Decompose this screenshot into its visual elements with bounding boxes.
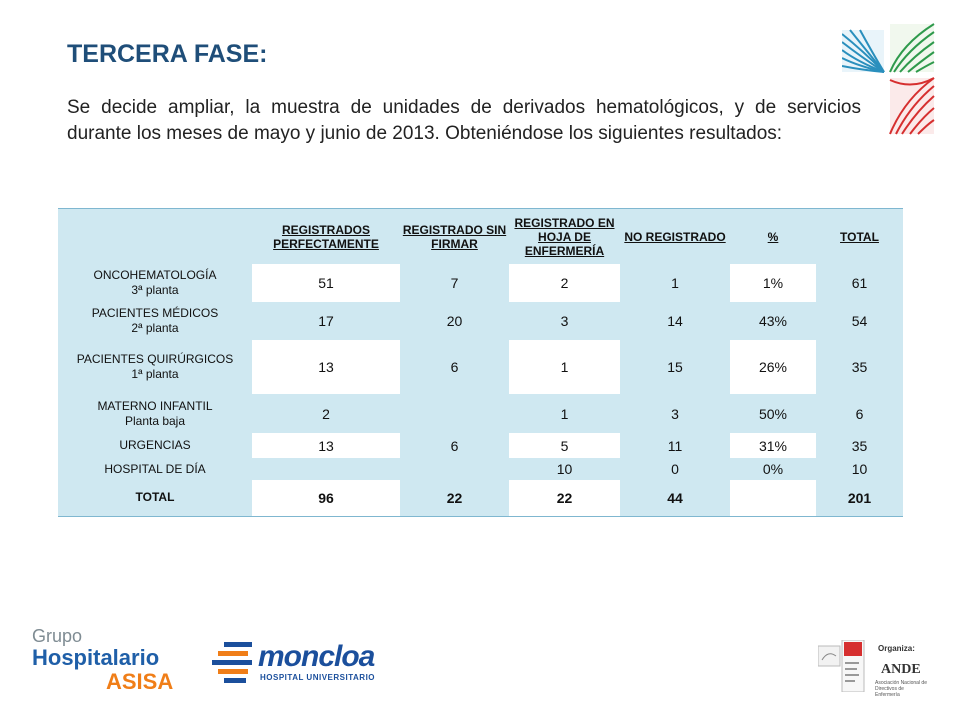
header-no-registrado: NO REGISTRADO — [620, 208, 730, 264]
asisa-line3: ASISA — [106, 669, 174, 694]
row-label-main: URGENCIAS — [119, 438, 191, 452]
total-registrado-sin-firmar: 22 — [400, 480, 509, 517]
row-label-sub: Planta baja — [124, 413, 186, 428]
cell-registrado-hoja-enfermeria: 1 — [509, 340, 620, 394]
asisa-logo: Grupo Hospitalario ASISA — [32, 626, 182, 694]
row-label: URGENCIAS — [58, 433, 252, 458]
table-row: PACIENTES QUIRÚRGICOS 1ª planta 13 6 1 15… — [58, 340, 903, 394]
cell-registrados-perfectamente: 17 — [252, 302, 400, 340]
row-label-sub: 3ª planta — [131, 283, 179, 297]
cell-no-registrado: 1 — [620, 264, 730, 302]
organiza-label: Organiza: — [878, 644, 915, 653]
green-fan-icon — [889, 23, 935, 73]
blue-fan-icon — [842, 29, 885, 73]
total-label: TOTAL — [58, 480, 252, 517]
cell-total: 6 — [816, 394, 903, 433]
total-no-registrado: 44 — [620, 480, 730, 517]
total-registrados-perfectamente: 96 — [252, 480, 400, 517]
cell-registrados-perfectamente — [252, 458, 400, 480]
row-label-main: PACIENTES MÉDICOS — [91, 306, 219, 320]
cell-percent: 50% — [730, 394, 816, 433]
header-registrado-hoja-enfermeria: REGISTRADO EN HOJA DE ENFERMERÍA — [509, 208, 620, 264]
cell-no-registrado: 0 — [620, 458, 730, 480]
cell-percent: 26% — [730, 340, 816, 394]
cell-no-registrado: 3 — [620, 394, 730, 433]
table-header-row: REGISTRADOS PERFECTAMENTE REGISTRADO SIN… — [58, 208, 903, 264]
table-row: PACIENTES MÉDICOS 2ª planta 17 20 3 14 43… — [58, 302, 903, 340]
results-table: REGISTRADOS PERFECTAMENTE REGISTRADO SIN… — [58, 208, 903, 517]
cell-registrado-hoja-enfermeria: 1 — [509, 394, 620, 433]
table-row: MATERNO INFANTIL Planta baja 2 1 3 50% 6 — [58, 394, 903, 433]
cell-percent: 43% — [730, 302, 816, 340]
header-registrado-sin-firmar: REGISTRADO SIN FIRMAR — [400, 208, 509, 264]
cell-registrados-perfectamente: 13 — [252, 433, 400, 458]
cell-registrado-sin-firmar — [400, 458, 509, 480]
ande-subtitle: Asociación Nacional de Directivos de Enf… — [875, 680, 927, 698]
header-registrados-perfectamente: REGISTRADOS PERFECTAMENTE — [252, 208, 400, 264]
slide-title: TERCERA FASE: — [67, 40, 268, 68]
row-label-main: HOSPITAL DE DÍA — [104, 461, 206, 476]
total-registrado-hoja-enfermeria: 22 — [509, 480, 620, 517]
header-total: TOTAL — [816, 208, 903, 264]
table-row: ONCOHEMATOLOGÍA 3ª planta 51 7 2 1 1% 61 — [58, 264, 903, 302]
row-label-main: PACIENTES QUIRÚRGICOS — [76, 352, 234, 366]
cell-registrado-sin-firmar: 7 — [400, 264, 509, 302]
cell-percent: 1% — [730, 264, 816, 302]
cell-registrado-hoja-enfermeria: 3 — [509, 302, 620, 340]
cell-percent: 31% — [730, 433, 816, 458]
sponsor-seals-icon — [818, 640, 865, 692]
organiza-block: Organiza: ANDE Asociación Nacional de Di… — [818, 628, 938, 698]
cell-no-registrado: 15 — [620, 340, 730, 394]
row-label: MATERNO INFANTIL Planta baja — [58, 394, 252, 433]
intro-paragraph: Se decide ampliar, la muestra de unidade… — [67, 97, 861, 144]
row-label: PACIENTES QUIRÚRGICOS 1ª planta — [58, 340, 252, 394]
cell-registrado-sin-firmar: 6 — [400, 433, 509, 458]
cell-registrados-perfectamente: 13 — [252, 340, 400, 394]
row-label-main: ONCOHEMATOLOGÍA — [93, 268, 217, 282]
cell-registrado-sin-firmar — [400, 394, 509, 433]
row-label-sub: 1ª planta — [131, 367, 179, 381]
cell-total: 35 — [816, 340, 903, 394]
cell-registrados-perfectamente: 2 — [252, 394, 400, 433]
cell-registrado-sin-firmar: 20 — [400, 302, 509, 340]
cell-registrado-hoja-enfermeria: 10 — [509, 458, 620, 480]
cell-total: 35 — [816, 433, 903, 458]
cell-total: 61 — [816, 264, 903, 302]
moncloa-subtitle: HOSPITAL UNIVERSITARIO — [260, 673, 376, 682]
cell-no-registrado: 11 — [620, 433, 730, 458]
cell-total: 54 — [816, 302, 903, 340]
ande-logo-text: ANDE — [881, 662, 921, 677]
corner-brand-logo — [842, 23, 935, 135]
cell-no-registrado: 14 — [620, 302, 730, 340]
row-label: HOSPITAL DE DÍA — [58, 458, 252, 480]
cell-registrado-hoja-enfermeria: 2 — [509, 264, 620, 302]
cell-registrados-perfectamente: 51 — [252, 264, 400, 302]
header-percent: % — [730, 208, 816, 264]
asisa-line1: Grupo — [32, 626, 83, 646]
total-grand: 201 — [816, 480, 903, 517]
red-fan-icon — [889, 77, 935, 135]
total-percent — [730, 480, 816, 517]
table-row: URGENCIAS 13 6 5 11 31% 35 — [58, 433, 903, 458]
cell-registrado-hoja-enfermeria: 5 — [509, 433, 620, 458]
asisa-line2: Hospitalario — [32, 645, 160, 670]
row-label-main: MATERNO INFANTIL — [97, 398, 213, 413]
cell-percent: 0% — [730, 458, 816, 480]
row-label: PACIENTES MÉDICOS 2ª planta — [58, 302, 252, 340]
header-empty — [58, 208, 252, 264]
moncloa-logo: moncloa HOSPITAL UNIVERSITARIO — [210, 636, 380, 686]
table-total-row: TOTAL 96 22 22 44 201 — [58, 480, 903, 517]
row-label: ONCOHEMATOLOGÍA 3ª planta — [58, 264, 252, 302]
cell-registrado-sin-firmar: 6 — [400, 340, 509, 394]
moncloa-name: moncloa — [258, 640, 375, 673]
cell-total: 10 — [816, 458, 903, 480]
moncloa-mark-icon — [212, 642, 252, 683]
table-row: HOSPITAL DE DÍA 10 0 0% 10 — [58, 458, 903, 480]
row-label-sub: 2ª planta — [131, 321, 179, 335]
